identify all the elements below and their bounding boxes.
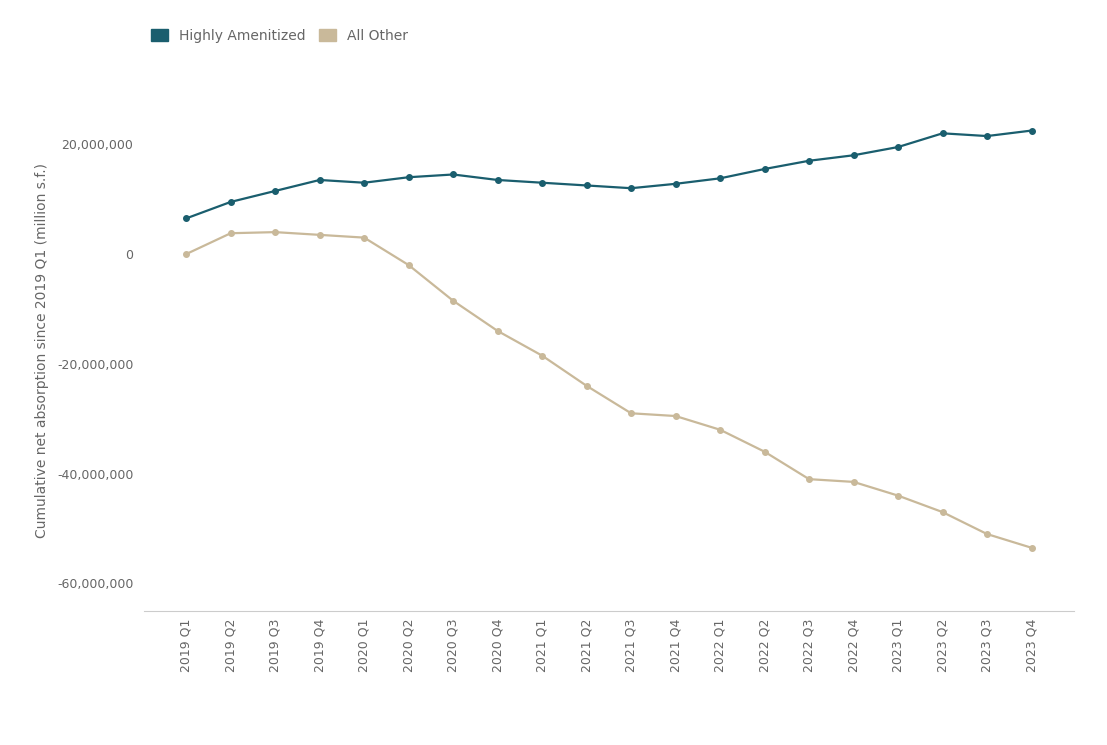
Legend: Highly Amenitized, All Other: Highly Amenitized, All Other	[151, 28, 407, 42]
Y-axis label: Cumulative net absorption since 2019 Q1 (million s.f.): Cumulative net absorption since 2019 Q1 …	[34, 162, 49, 538]
